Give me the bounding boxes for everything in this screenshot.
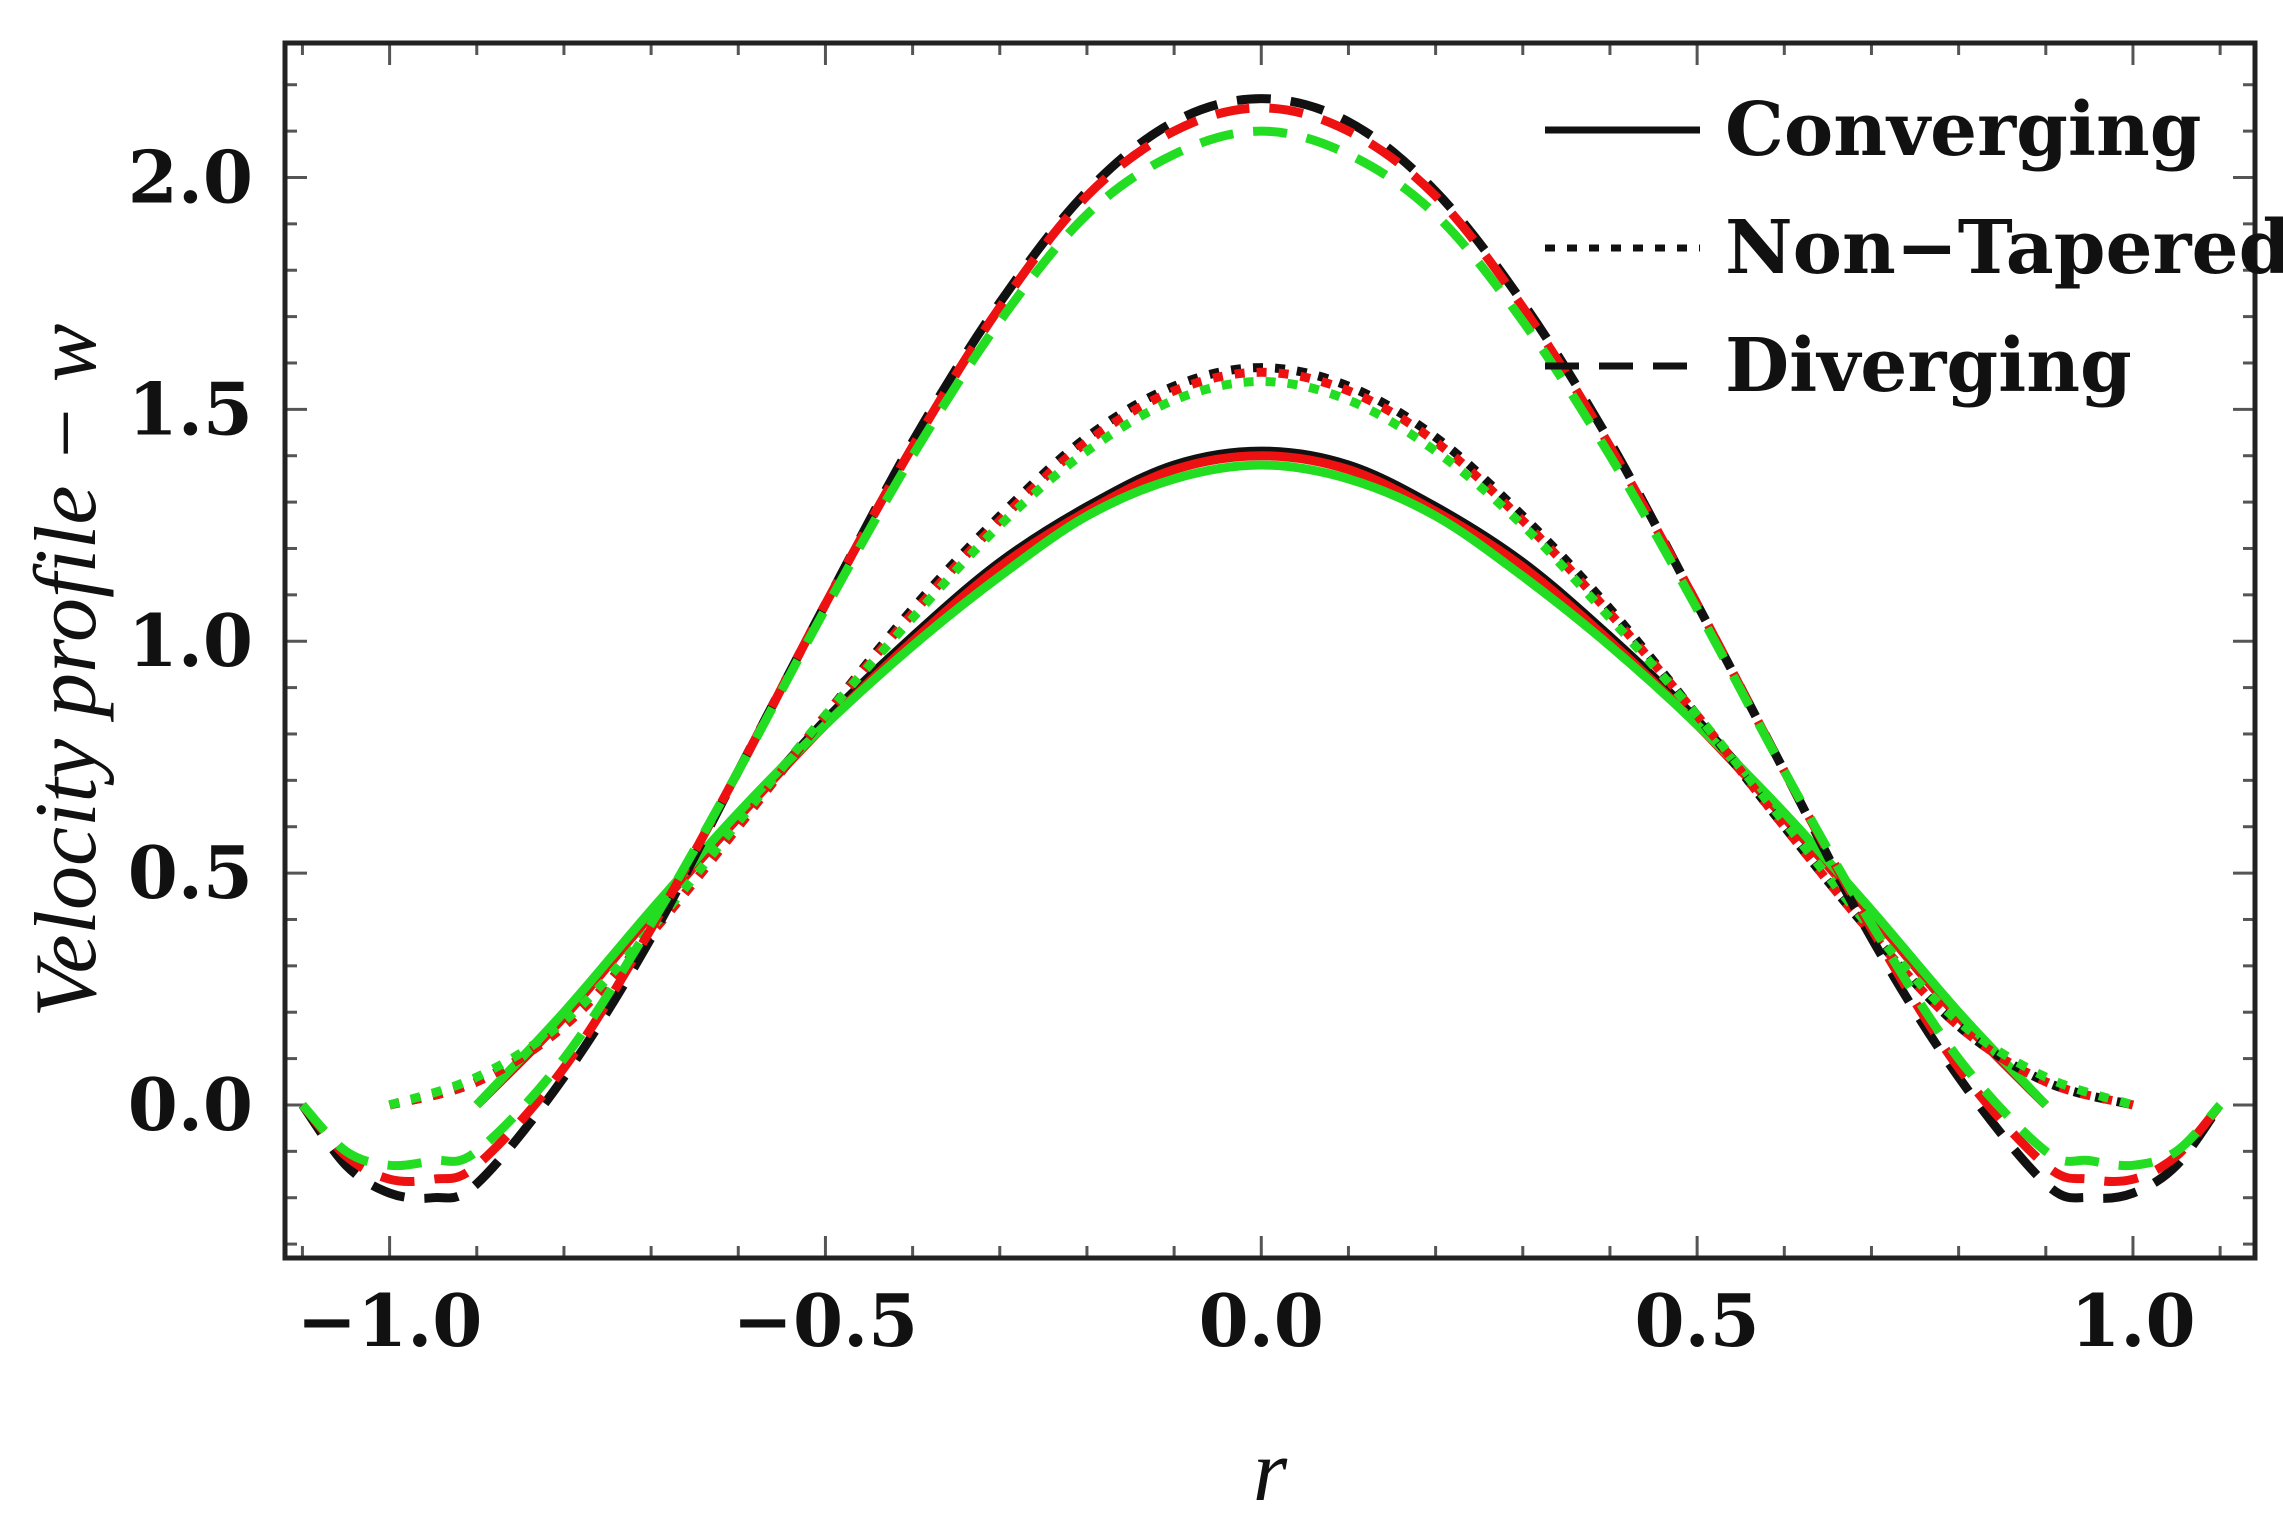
x-tick-labels: −1.0 −0.5 0.0 0.5 1.0 xyxy=(297,1278,2196,1363)
x-tick-label: −0.5 xyxy=(733,1278,919,1363)
x-tick-label: −1.0 xyxy=(297,1278,483,1363)
series-line-7 xyxy=(298,103,2224,1186)
y-tick-labels: 0.0 0.5 1.0 1.5 2.0 xyxy=(128,134,253,1146)
y-tick-label: 1.5 xyxy=(128,366,253,451)
plot-frame xyxy=(282,40,2258,1261)
y-tick-label: 0.0 xyxy=(128,1062,253,1147)
y-tick-label: 0.5 xyxy=(128,830,253,915)
series-line-3 xyxy=(388,363,2135,1110)
x-tick-label: 1.0 xyxy=(2070,1278,2195,1363)
x-tick-label: 0.5 xyxy=(1634,1278,1759,1363)
series-line-6 xyxy=(298,94,2224,1203)
y-tick-label: 1.0 xyxy=(128,598,253,683)
legend-label: Non−Tapered xyxy=(1725,205,2283,291)
legend: Converging Non−Tapered Diverging xyxy=(1545,87,2283,409)
series-line-4 xyxy=(388,367,2135,1110)
x-tick-label: 0.0 xyxy=(1199,1278,1324,1363)
series-line-8 xyxy=(299,126,2224,1171)
legend-label: Converging xyxy=(1725,87,2202,173)
series-layer xyxy=(298,94,2224,1203)
y-axis-title: Velocity profile − w xyxy=(18,323,115,1017)
legend-label: Diverging xyxy=(1725,323,2132,409)
y-tick-label: 2.0 xyxy=(128,134,253,219)
x-axis-title: r xyxy=(1253,1423,1288,1520)
series-line-2 xyxy=(473,460,2050,1109)
